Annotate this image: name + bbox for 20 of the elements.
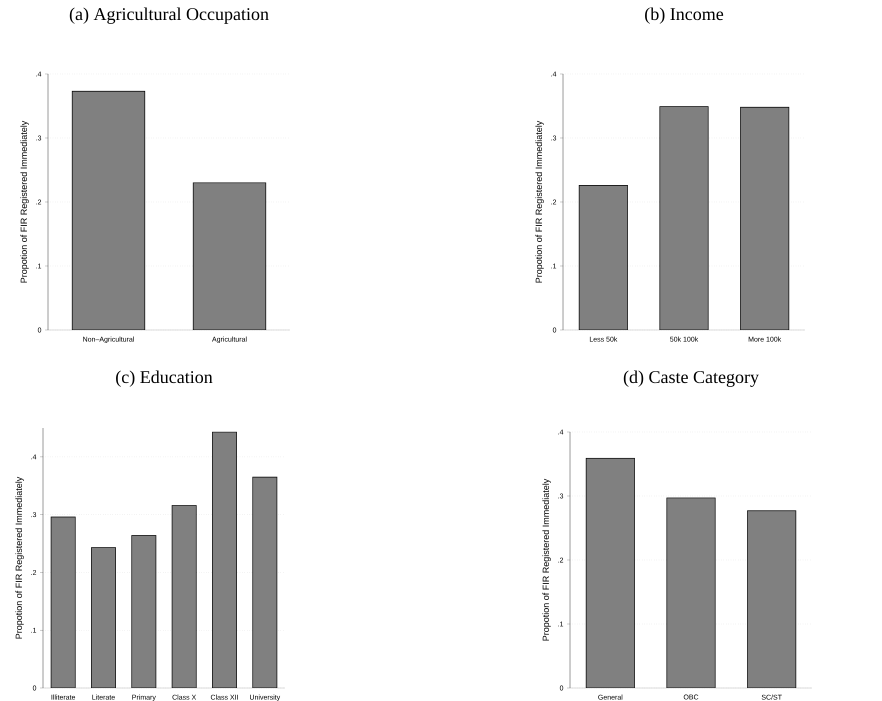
bar bbox=[659, 106, 709, 330]
chart-title: (c) Education bbox=[116, 370, 212, 387]
bar bbox=[131, 535, 156, 688]
bar bbox=[740, 106, 790, 330]
bar bbox=[91, 547, 116, 688]
bar bbox=[747, 510, 796, 688]
bar bbox=[50, 516, 76, 688]
bar bbox=[172, 505, 197, 688]
bar bbox=[666, 498, 716, 688]
y-axis-title: Propotion of FIR Registered Immediately bbox=[15, 476, 24, 639]
bar bbox=[252, 476, 278, 688]
chart-title: (b) Income bbox=[645, 7, 724, 24]
chart-title: (d) Caste Category bbox=[624, 370, 759, 387]
y-axis-title: Propotion of FIR Registered Immediately bbox=[20, 120, 29, 283]
y-axis-title: Propotion of FIR Registered Immediately bbox=[542, 478, 551, 641]
bar bbox=[212, 432, 237, 688]
bar bbox=[586, 458, 635, 688]
y-axis-title: Propotion of FIR Registered Immediately bbox=[535, 120, 544, 283]
chart-title: (a) Agricultural Occupation bbox=[70, 7, 269, 24]
bar bbox=[578, 185, 628, 330]
